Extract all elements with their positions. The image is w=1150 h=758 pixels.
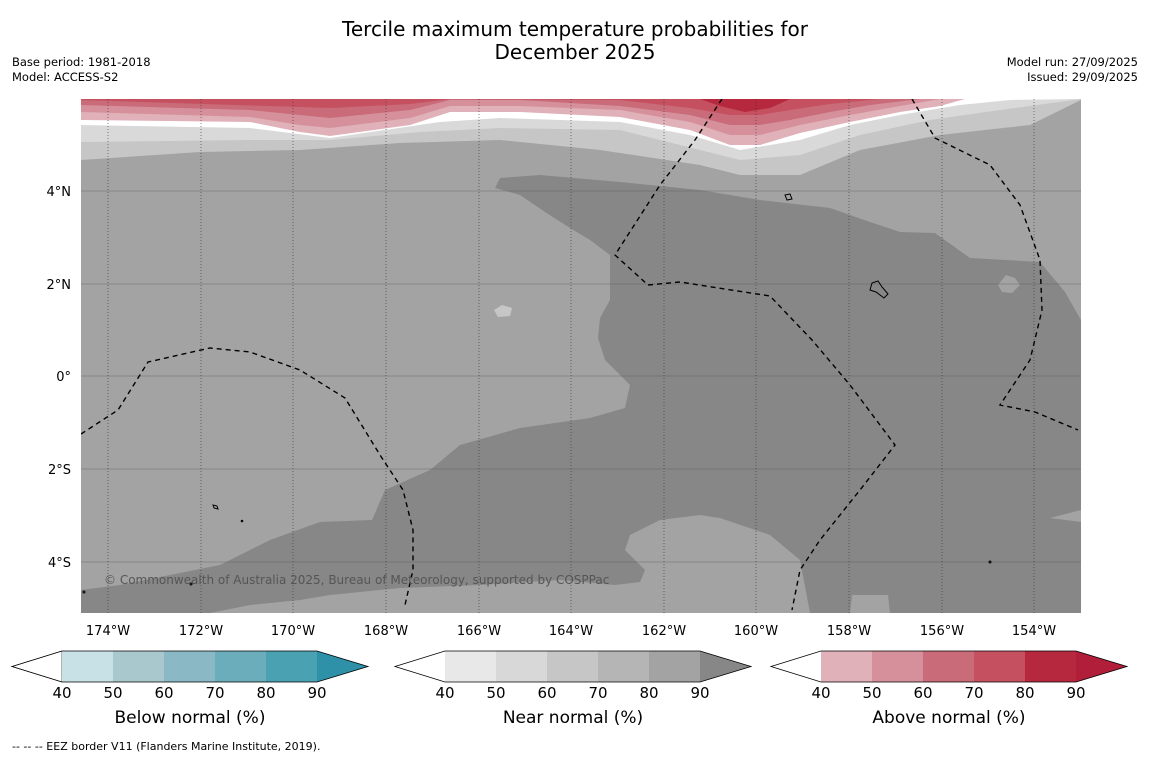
map-field: © Commonwealth of Australia 2025, Bureau…	[81, 99, 1081, 613]
colorbar-below-40	[62, 651, 113, 682]
colorbar-above-40	[821, 651, 872, 682]
issued-date: Issued: 29/09/2025	[1027, 70, 1138, 84]
lon-label-168w: 168°W	[364, 624, 408, 639]
model-run: Model run: 27/09/2025	[1006, 55, 1138, 69]
cbar-near-tick-60: 60	[537, 684, 557, 702]
cbar-near-tick-40: 40	[435, 684, 455, 702]
cbar-above-tick-70: 70	[964, 684, 984, 702]
cbar-above-tick-50: 50	[862, 684, 882, 702]
colorbar-near	[393, 650, 753, 683]
lat-label-2s: 2°S	[48, 463, 71, 478]
field-near-60-patch-1	[494, 305, 512, 317]
colorbar-near-80	[649, 651, 700, 682]
colorbar-near-50	[496, 651, 547, 682]
colorbar-below-outline	[10, 650, 370, 683]
colorbar-below-high-arrow	[317, 651, 368, 682]
lon-label-162w: 162°W	[642, 624, 686, 639]
lat-gridlines	[81, 190, 1081, 563]
lon-label-160w: 160°W	[734, 624, 778, 639]
lon-label-170w: 170°W	[271, 624, 315, 639]
lon-label-154w: 154°W	[1012, 624, 1056, 639]
colorbar-near-60	[547, 651, 598, 682]
colorbar-below-low-arrow	[10, 650, 63, 683]
map-copyright: © Commonwealth of Australia 2025, Bureau…	[104, 573, 609, 587]
meta-left: Base period: 1981-2018 Model: ACCESS-S2	[12, 55, 151, 85]
colorbar-above-60	[923, 651, 974, 682]
base-period: Base period: 1981-2018	[12, 55, 151, 69]
lon-tick-labels: 174°W 172°W 170°W 168°W 166°W 164°W 162°…	[86, 624, 1056, 639]
title-line-1: Tercile maximum temperature probabilitie…	[342, 17, 808, 41]
field-near-90	[81, 175, 1081, 613]
cbar-below-tick-70: 70	[205, 684, 225, 702]
colorbar-above-70	[974, 651, 1025, 682]
colorbar-near-low-arrow	[395, 651, 445, 682]
colorbar-near-70	[598, 651, 649, 682]
lon-label-164w: 164°W	[549, 624, 593, 639]
cbar-below-tick-50: 50	[103, 684, 123, 702]
eez-footnote: -- -- -- EEZ border V11 (Flanders Marine…	[12, 740, 321, 753]
chart-title: Tercile maximum temperature probabilitie…	[0, 18, 1150, 64]
colorbar-below-70	[215, 651, 266, 682]
field-above-80	[81, 99, 880, 115]
islands	[82, 193, 992, 594]
colorbar-near-40	[445, 651, 496, 682]
lat-label-4s: 4°S	[48, 556, 71, 571]
cbar-below-tick-90: 90	[307, 684, 327, 702]
colorbar-above-low-arrow	[771, 651, 821, 682]
lon-label-156w: 156°W	[920, 624, 964, 639]
colorbar-near-high-arrow	[700, 651, 751, 682]
cbar-near-tick-80: 80	[639, 684, 659, 702]
colorbar-below-50	[113, 651, 164, 682]
lat-tick-labels: 4°N 2°N 0° 2°S 4°S	[47, 185, 72, 571]
cbar-near-tick-50: 50	[486, 684, 506, 702]
lon-label-166w: 166°W	[457, 624, 501, 639]
colorbar-below-label: Below normal (%)	[114, 708, 266, 728]
cbar-near-tick-70: 70	[588, 684, 608, 702]
cbar-above-tick-60: 60	[913, 684, 933, 702]
colorbar-above	[769, 650, 1129, 683]
colorbar-above-50	[872, 651, 923, 682]
cbar-near-tick-90: 90	[690, 684, 710, 702]
lon-label-158w: 158°W	[827, 624, 871, 639]
cbar-below-tick-60: 60	[154, 684, 174, 702]
colorbar-below-80	[266, 651, 317, 682]
colorbar-above-80	[1025, 651, 1076, 682]
lat-label-0: 0°	[56, 370, 71, 385]
colorbar-below-60	[164, 651, 215, 682]
eez-borders	[81, 99, 1079, 611]
lon-label-172w: 172°W	[179, 624, 223, 639]
colorbar-near-label: Near normal (%)	[502, 708, 644, 728]
meta-right: Model run: 27/09/2025 Issued: 29/09/2025	[1007, 55, 1138, 85]
cbar-below-tick-40: 40	[52, 684, 72, 702]
lat-label-2n: 2°N	[47, 278, 72, 293]
colorbar-near-outline	[393, 650, 753, 683]
colorbar-below	[10, 650, 370, 683]
colorbar-above-outline	[769, 650, 1129, 683]
cbar-above-tick-40: 40	[811, 684, 831, 702]
colorbar-above-high-arrow	[1076, 651, 1127, 682]
lon-label-174w: 174°W	[86, 624, 130, 639]
title-line-2: December 2025	[494, 40, 656, 64]
cbar-above-tick-90: 90	[1066, 684, 1086, 702]
cbar-below-tick-80: 80	[256, 684, 276, 702]
colorbar-above-label: Above normal (%)	[872, 708, 1026, 728]
field-above-90	[700, 99, 790, 112]
model-name: Model: ACCESS-S2	[12, 70, 119, 84]
cbar-above-tick-80: 80	[1015, 684, 1035, 702]
lat-label-4n: 4°N	[47, 185, 72, 200]
